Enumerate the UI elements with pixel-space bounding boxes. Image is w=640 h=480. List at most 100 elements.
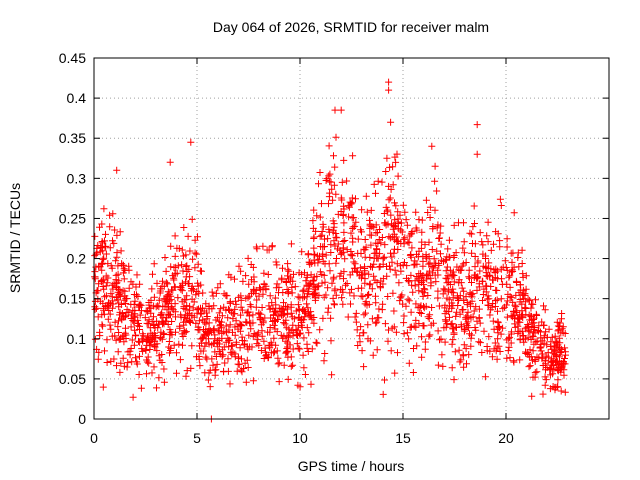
data-point: [357, 323, 365, 331]
data-point: [438, 351, 446, 359]
data-point: [388, 324, 396, 332]
data-point: [382, 168, 390, 175]
data-point: [468, 291, 475, 299]
data-point: [493, 296, 501, 304]
data-point: [404, 238, 412, 246]
data-point: [158, 309, 166, 317]
data-point: [444, 288, 452, 296]
data-point: [150, 321, 158, 329]
data-point: [324, 284, 332, 292]
data-point: [190, 286, 197, 294]
data-point: [421, 338, 429, 346]
data-point: [446, 253, 454, 261]
data-point: [182, 305, 190, 313]
data-point: [259, 317, 267, 325]
data-point: [187, 138, 195, 146]
data-point: [118, 316, 126, 324]
data-point: [345, 203, 353, 211]
data-point: [252, 331, 260, 339]
data-point: [529, 356, 536, 364]
data-point: [469, 313, 477, 321]
data-point: [275, 378, 283, 386]
data-point: [136, 352, 143, 360]
data-point: [449, 271, 457, 279]
data-point: [136, 311, 144, 319]
data-point: [320, 357, 328, 365]
data-point: [294, 301, 302, 309]
data-point: [115, 329, 123, 336]
data-point: [244, 308, 252, 316]
data-point: [445, 296, 453, 304]
data-point: [397, 267, 405, 275]
data-point: [170, 341, 178, 349]
data-point: [177, 285, 185, 293]
data-point: [389, 181, 397, 189]
data-point: [196, 342, 203, 350]
data-point: [551, 350, 559, 358]
data-point: [136, 338, 144, 346]
data-point: [354, 235, 362, 243]
data-point: [299, 351, 307, 359]
data-point: [408, 229, 416, 237]
data-point: [331, 163, 339, 171]
data-point: [372, 229, 380, 237]
data-point: [174, 262, 182, 270]
data-point: [241, 359, 249, 367]
data-point: [425, 238, 433, 246]
data-point: [344, 313, 352, 321]
data-point: [191, 236, 199, 244]
data-point: [519, 286, 527, 294]
data-point: [407, 308, 415, 316]
data-point: [491, 303, 499, 310]
data-point: [146, 324, 154, 332]
data-point: [298, 248, 306, 256]
data-point: [111, 318, 119, 326]
data-point: [136, 322, 143, 330]
data-point: [462, 259, 470, 266]
data-point: [339, 238, 347, 245]
data-point: [519, 270, 527, 278]
data-point: [316, 169, 324, 176]
data-point: [516, 296, 524, 303]
data-point: [449, 336, 457, 344]
data-point: [117, 334, 125, 342]
data-point: [136, 280, 144, 288]
data-point: [352, 318, 360, 326]
data-point: [304, 304, 312, 312]
data-point: [393, 260, 401, 268]
data-point: [485, 271, 493, 279]
data-point: [231, 275, 238, 283]
data-point: [113, 253, 121, 261]
data-point: [385, 196, 393, 204]
data-point: [326, 267, 334, 275]
data-point: [287, 309, 295, 317]
data-point: [494, 267, 501, 275]
data-point: [449, 294, 457, 302]
data-point: [479, 241, 487, 249]
data-point: [437, 256, 445, 264]
data-point: [484, 218, 492, 226]
data-point: [391, 199, 398, 207]
data-point: [473, 121, 481, 129]
data-point: [437, 335, 445, 343]
data-point: [506, 272, 514, 280]
data-point: [129, 317, 137, 324]
data-point: [464, 308, 472, 316]
data-point: [244, 364, 252, 371]
data-point: [232, 300, 240, 308]
data-point: [155, 296, 163, 304]
data-point: [490, 240, 497, 248]
data-point: [521, 304, 529, 312]
data-point: [179, 281, 187, 289]
data-point: [294, 344, 302, 352]
data-point: [303, 300, 311, 308]
data-point: [281, 320, 289, 328]
data-point: [505, 343, 513, 351]
data-point: [482, 264, 490, 272]
data-point: [187, 364, 195, 372]
data-point: [232, 338, 240, 346]
data-point: [308, 316, 316, 324]
data-point: [528, 392, 536, 400]
data-point: [269, 304, 277, 312]
data-point: [318, 279, 326, 287]
